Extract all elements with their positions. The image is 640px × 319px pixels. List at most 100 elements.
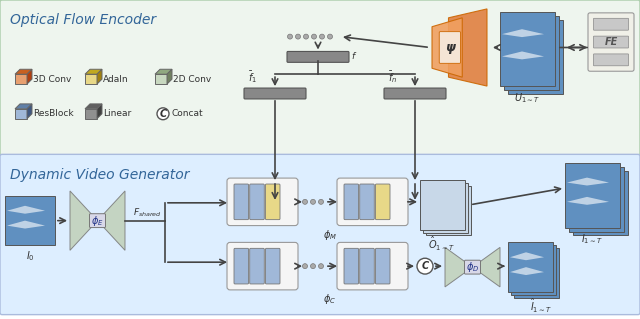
Text: Dynamic Video Generator: Dynamic Video Generator — [10, 168, 189, 182]
Polygon shape — [472, 247, 500, 287]
FancyBboxPatch shape — [250, 248, 264, 284]
FancyBboxPatch shape — [588, 13, 634, 71]
FancyBboxPatch shape — [0, 0, 640, 155]
Text: ψ: ψ — [445, 41, 455, 54]
Text: AdaIn: AdaIn — [103, 75, 129, 84]
Circle shape — [319, 264, 323, 269]
Polygon shape — [85, 69, 102, 74]
Polygon shape — [85, 74, 97, 84]
FancyBboxPatch shape — [376, 248, 390, 284]
Text: $\phi_D$: $\phi_D$ — [466, 260, 479, 274]
Text: Concat: Concat — [172, 109, 204, 118]
Text: Linear: Linear — [103, 109, 131, 118]
Circle shape — [303, 34, 308, 39]
Circle shape — [328, 34, 333, 39]
Text: $\phi_C$: $\phi_C$ — [323, 292, 337, 306]
FancyBboxPatch shape — [573, 171, 628, 235]
FancyBboxPatch shape — [423, 183, 468, 233]
Polygon shape — [7, 206, 45, 214]
FancyBboxPatch shape — [250, 184, 264, 220]
Circle shape — [303, 264, 307, 269]
FancyBboxPatch shape — [420, 180, 465, 230]
FancyBboxPatch shape — [465, 260, 481, 274]
Polygon shape — [567, 197, 609, 205]
Text: $\phi_M$: $\phi_M$ — [323, 227, 337, 241]
Circle shape — [310, 264, 316, 269]
Text: $I_0$: $I_0$ — [26, 249, 35, 263]
Circle shape — [312, 34, 317, 39]
FancyBboxPatch shape — [344, 184, 358, 220]
FancyBboxPatch shape — [0, 154, 640, 315]
Text: Optical Flow Encoder: Optical Flow Encoder — [10, 13, 156, 27]
Polygon shape — [432, 18, 462, 77]
FancyBboxPatch shape — [593, 36, 628, 48]
Polygon shape — [15, 109, 27, 119]
Polygon shape — [510, 252, 544, 260]
Polygon shape — [155, 74, 167, 84]
FancyBboxPatch shape — [337, 242, 408, 290]
Polygon shape — [97, 104, 102, 119]
Circle shape — [296, 34, 301, 39]
Text: $\hat{O}_{1\sim T}$: $\hat{O}_{1\sim T}$ — [428, 235, 456, 254]
Polygon shape — [97, 191, 125, 250]
Circle shape — [310, 199, 316, 204]
FancyBboxPatch shape — [266, 248, 280, 284]
FancyBboxPatch shape — [511, 245, 556, 295]
Polygon shape — [167, 69, 172, 84]
Text: C: C — [159, 109, 166, 119]
Polygon shape — [27, 104, 32, 119]
FancyBboxPatch shape — [569, 167, 624, 232]
Polygon shape — [15, 74, 27, 84]
Text: $I_{1\sim T}$: $I_{1\sim T}$ — [581, 233, 603, 246]
Polygon shape — [155, 69, 172, 74]
FancyBboxPatch shape — [514, 248, 559, 298]
Polygon shape — [510, 267, 544, 275]
FancyBboxPatch shape — [439, 32, 461, 63]
Circle shape — [287, 34, 292, 39]
Circle shape — [303, 199, 307, 204]
FancyBboxPatch shape — [565, 163, 620, 227]
Text: C: C — [421, 261, 429, 271]
Text: $\hat{I}_{1\sim T}$: $\hat{I}_{1\sim T}$ — [530, 297, 552, 315]
FancyBboxPatch shape — [227, 242, 298, 290]
FancyBboxPatch shape — [384, 88, 446, 99]
Polygon shape — [502, 29, 544, 37]
Text: 2D Conv: 2D Conv — [173, 75, 211, 84]
Circle shape — [319, 199, 323, 204]
FancyBboxPatch shape — [504, 16, 559, 90]
FancyBboxPatch shape — [244, 88, 306, 99]
FancyBboxPatch shape — [360, 184, 374, 220]
FancyBboxPatch shape — [360, 248, 374, 284]
FancyBboxPatch shape — [337, 178, 408, 226]
Text: 3D Conv: 3D Conv — [33, 75, 72, 84]
Text: $\bar{f}_n$: $\bar{f}_n$ — [388, 69, 397, 85]
Circle shape — [157, 108, 169, 120]
Text: ResBlock: ResBlock — [33, 109, 74, 118]
Text: $U_{1\sim T}$: $U_{1\sim T}$ — [514, 91, 540, 105]
FancyBboxPatch shape — [508, 242, 553, 292]
Polygon shape — [15, 104, 32, 109]
FancyBboxPatch shape — [508, 20, 563, 94]
FancyBboxPatch shape — [5, 196, 55, 245]
Text: $F_{shared}$: $F_{shared}$ — [133, 206, 162, 219]
FancyBboxPatch shape — [234, 248, 248, 284]
FancyBboxPatch shape — [90, 214, 106, 227]
Polygon shape — [502, 51, 544, 59]
Circle shape — [417, 258, 433, 274]
FancyBboxPatch shape — [593, 18, 628, 30]
Polygon shape — [70, 191, 97, 250]
Text: $\bar{f}_1$: $\bar{f}_1$ — [248, 69, 257, 85]
FancyBboxPatch shape — [426, 186, 471, 235]
Polygon shape — [15, 69, 32, 74]
Polygon shape — [445, 247, 472, 287]
Polygon shape — [97, 69, 102, 84]
Text: $\phi_E$: $\phi_E$ — [91, 214, 104, 228]
Polygon shape — [7, 221, 45, 228]
FancyBboxPatch shape — [287, 51, 349, 62]
Polygon shape — [27, 69, 32, 84]
Polygon shape — [449, 9, 487, 86]
Circle shape — [319, 34, 324, 39]
Text: f: f — [351, 52, 354, 61]
Text: FE: FE — [604, 37, 618, 47]
FancyBboxPatch shape — [500, 12, 555, 86]
